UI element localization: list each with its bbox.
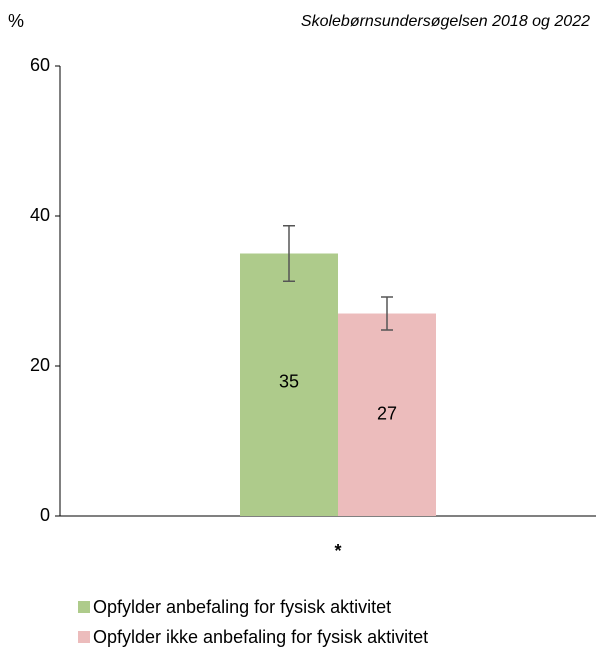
y-tick-label: 60 bbox=[30, 55, 50, 75]
bar bbox=[338, 313, 436, 516]
y-unit-label: % bbox=[8, 11, 24, 31]
chart-subtitle: Skolebørnsundersøgelsen 2018 og 2022 bbox=[301, 13, 590, 30]
data-label: 27 bbox=[377, 404, 397, 424]
error-bar bbox=[283, 225, 295, 282]
legend-swatch bbox=[78, 601, 90, 613]
y-tick-label: 0 bbox=[40, 505, 50, 525]
x-tick-label: * bbox=[334, 541, 341, 561]
legend-label: Opfylder ikke anbefaling for fysisk akti… bbox=[93, 627, 428, 647]
legend-swatch bbox=[78, 631, 90, 643]
error-bar bbox=[381, 296, 393, 331]
data-label: 35 bbox=[279, 372, 299, 392]
bar bbox=[240, 253, 338, 516]
legend-label: Opfylder anbefaling for fysisk aktivitet bbox=[93, 597, 391, 617]
y-tick-label: 20 bbox=[30, 355, 50, 375]
y-tick-label: 40 bbox=[30, 205, 50, 225]
